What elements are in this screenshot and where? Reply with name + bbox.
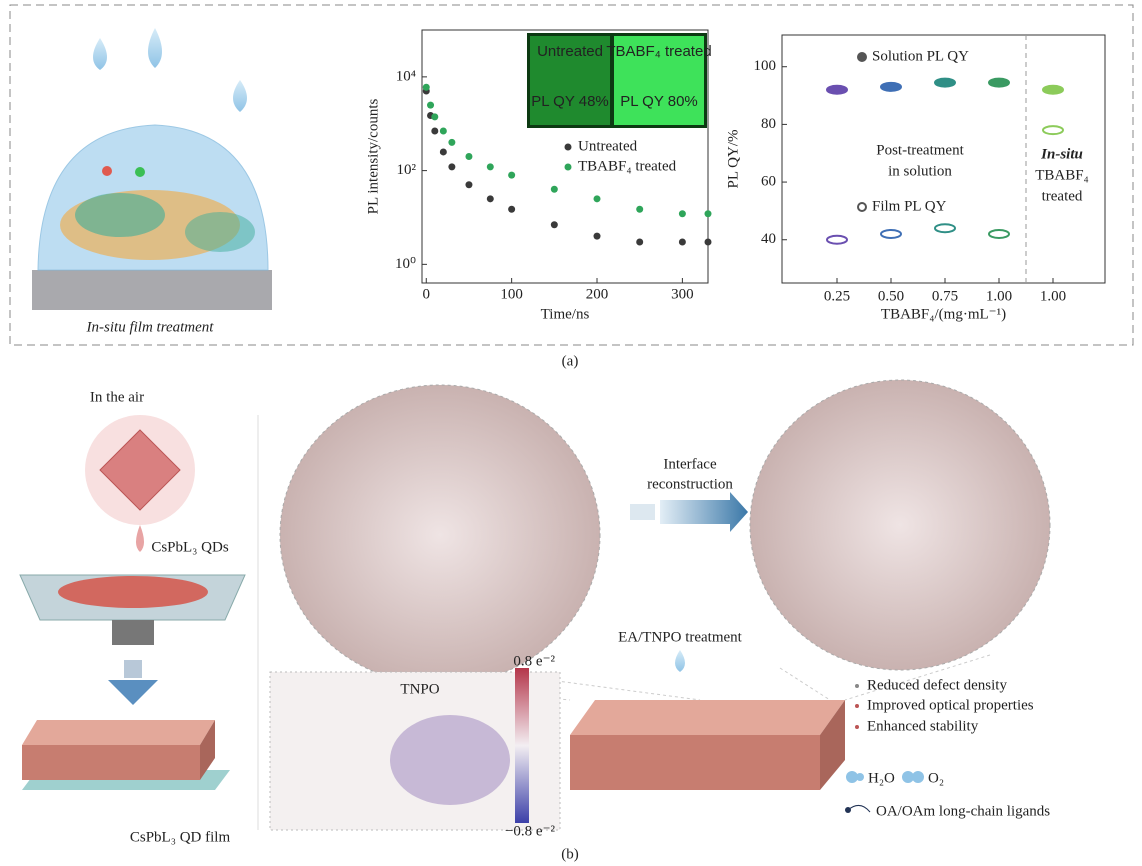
point [440, 148, 447, 155]
y-tick-label: 40 [761, 231, 776, 247]
x-tick-label: 0 [423, 286, 431, 302]
point [448, 139, 455, 146]
inset-text: TBABF₄ treated [606, 43, 711, 60]
point [827, 236, 847, 244]
y-tick-label: 100 [754, 58, 777, 74]
point [705, 210, 712, 217]
point [989, 79, 1009, 87]
point [427, 102, 434, 109]
point [431, 113, 438, 120]
point [1043, 86, 1063, 94]
point [508, 172, 515, 179]
x-axis-label: Time/ns [541, 306, 590, 322]
x-tick-label: 0.75 [932, 288, 958, 304]
point [465, 153, 472, 160]
x-axis-label: TBABF₄/(mg·mL⁻¹) [881, 306, 1006, 322]
scale-max: 0.8 e⁻² [513, 653, 555, 669]
panel-label: (a) [562, 353, 579, 369]
annotation: Post-treatment [876, 142, 964, 158]
point [935, 79, 955, 87]
legend-label: TBABF₄ treated [578, 158, 677, 174]
point [935, 224, 955, 232]
x-tick-label: 0.50 [878, 288, 904, 304]
x-tick-label: 1.00 [1040, 288, 1066, 304]
y-axis-label: PL intensity/counts [365, 98, 381, 214]
surface-illustration [270, 380, 1050, 830]
film-caption: In-situ film treatment [86, 319, 215, 335]
legend-ligands: OA/OAm long-chain ligands [876, 803, 1050, 819]
y-tick-label: 10⁰ [395, 256, 416, 272]
point [487, 195, 494, 202]
point [487, 163, 494, 170]
point [636, 238, 643, 245]
point [636, 206, 643, 213]
point [508, 206, 515, 213]
point [705, 238, 712, 245]
point [1043, 126, 1063, 134]
arrow-label: Interface [663, 456, 717, 472]
panel-label: (b) [561, 846, 579, 862]
point [465, 181, 472, 188]
point [989, 230, 1009, 238]
y-tick-label: 80 [761, 116, 776, 132]
annotation: in solution [888, 163, 952, 179]
annotation: treated [1042, 188, 1083, 204]
point [423, 84, 430, 91]
point [679, 238, 686, 245]
inset-text: PL QY 48% [531, 93, 609, 110]
benefit: Improved optical properties [867, 697, 1034, 713]
arrow-label: reconstruction [647, 476, 733, 492]
in-air-label: In the air [90, 389, 144, 405]
benefit: Enhanced stability [867, 718, 979, 734]
y-tick-label: 10² [397, 162, 417, 178]
qds-label: CsPbL₃ QDs [151, 539, 228, 555]
scale-min: −0.8 e⁻² [505, 823, 556, 839]
treatment-label: EA/TNPO treatment [618, 629, 743, 645]
legend-label: Solution PL QY [872, 48, 969, 64]
annotation: TBABF₄ [1035, 167, 1089, 183]
y-tick-label: 10⁴ [396, 68, 416, 84]
molecule-label: TNPO [400, 681, 439, 697]
x-tick-label: 0.25 [824, 288, 850, 304]
x-tick-label: 300 [671, 286, 694, 302]
point [881, 83, 901, 91]
legend-water: H₂O [868, 770, 895, 786]
point [594, 195, 601, 202]
y-tick-label: 60 [761, 174, 776, 190]
annotation: In-situ [1040, 146, 1083, 162]
figure: In-situ film treatment (a) 10⁰ 10² 10⁴ PL i… [0, 0, 1142, 866]
point [827, 86, 847, 94]
inset-text: Untreated [537, 43, 603, 60]
legend-label: Film PL QY [872, 198, 947, 214]
point [448, 163, 455, 170]
y-axis-label: PL QY/% [725, 129, 741, 188]
legend-oxygen: O₂ [928, 770, 944, 786]
legend-marker [858, 53, 866, 61]
legend-marker [565, 164, 572, 171]
point [551, 221, 558, 228]
point [431, 127, 438, 134]
point [440, 127, 447, 134]
legend-marker [858, 203, 866, 211]
film-illustration [32, 28, 272, 310]
legend-marker [565, 144, 572, 151]
benefit: Reduced defect density [867, 677, 1007, 693]
legend-label: Untreated [578, 138, 638, 154]
qd-illustration [20, 415, 245, 790]
inset-text: PL QY 80% [620, 93, 698, 110]
point [881, 230, 901, 238]
point [594, 233, 601, 240]
film-label: CsPbL₃ QD film [130, 829, 231, 845]
x-tick-label: 100 [500, 286, 523, 302]
x-tick-label: 1.00 [986, 288, 1012, 304]
point [679, 210, 686, 217]
x-tick-label: 200 [586, 286, 609, 302]
point [551, 186, 558, 193]
